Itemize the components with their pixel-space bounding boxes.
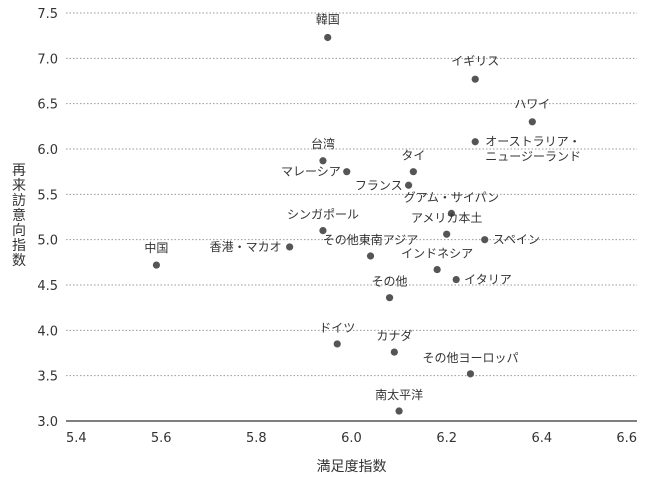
y-tick-label: 6.0 (37, 143, 58, 158)
y-tick-label: 7.0 (37, 52, 58, 67)
data-point (481, 236, 489, 244)
data-point (390, 348, 398, 356)
data-point (324, 33, 332, 42)
data-label: アメリカ本土 (411, 211, 482, 225)
data-label: イタリア (464, 273, 512, 287)
x-axis-title: 満足度指数 (317, 459, 387, 475)
y-tick-label: 5.5 (37, 188, 58, 203)
gridlines (66, 12, 637, 377)
data-label: カナダ (376, 328, 412, 343)
data-point (319, 227, 327, 235)
x-tick-label: 5.6 (151, 431, 172, 446)
data-label: 香港・マカオ (210, 240, 282, 254)
data-label: その他東南アジア (323, 232, 419, 247)
data-label: その他ヨーロッパ (422, 351, 518, 365)
data-point (366, 252, 375, 260)
data-label: フランス (355, 178, 403, 192)
data-label: ハワイ (514, 97, 550, 111)
data-points (152, 33, 536, 415)
y-tick-label: 7.5 (37, 7, 58, 22)
data-label: グアム・サイパン (404, 190, 500, 204)
data-label: スペイン (493, 233, 540, 247)
x-tick-label: 6.0 (341, 431, 362, 446)
data-label: 韓国 (316, 12, 340, 26)
data-point (447, 209, 456, 217)
data-point (528, 118, 536, 126)
data-point (152, 261, 161, 269)
y-axis-title: 再来訪意向指数 (12, 163, 26, 269)
data-point (433, 265, 441, 274)
data-label: シンガポール (287, 208, 359, 222)
x-tick-label: 6.4 (531, 431, 552, 446)
data-label: ドイツ (319, 321, 355, 335)
data-point (409, 168, 417, 176)
data-label: 南太平洋 (375, 387, 423, 402)
data-point (443, 230, 451, 238)
data-point (471, 138, 479, 146)
data-label: 台湾 (311, 136, 335, 151)
y-tick-label: 4.5 (37, 279, 58, 294)
data-label: 中国 (144, 240, 168, 255)
y-tick-label: 6.5 (37, 98, 58, 113)
y-tick-label: 4.0 (37, 324, 58, 339)
data-point (466, 370, 475, 378)
data-point (333, 340, 341, 348)
data-label: タイ (401, 149, 425, 163)
data-point (452, 275, 460, 284)
data-label: オーストラリア・ニュージーランド (485, 135, 581, 164)
data-point (405, 181, 413, 189)
data-point (395, 407, 403, 415)
data-label: イギリス (451, 54, 499, 68)
data-point (286, 243, 294, 251)
y-tick-label: 3.5 (37, 370, 58, 385)
data-label: その他 (372, 275, 408, 289)
data-label: インドネシア (401, 247, 473, 261)
y-tick-label: 3.0 (37, 415, 58, 430)
x-tick-label: 5.4 (66, 431, 87, 446)
data-label: マレーシア (281, 165, 341, 179)
x-tick-label: 5.8 (246, 431, 267, 446)
x-tick-label: 6.2 (436, 431, 457, 446)
data-point (319, 157, 327, 165)
tick-labels: 3.0 3.5 4.0 4.5 5.0 5.5 6.0 6.5 7.0 7.5 5.4 5.6 5.8 6… (37, 7, 637, 446)
x-tick-label: 6.6 (616, 431, 637, 446)
data-point (471, 75, 479, 83)
data-point (385, 294, 394, 302)
data-point (343, 168, 351, 176)
y-tick-label: 5.0 (37, 234, 58, 249)
